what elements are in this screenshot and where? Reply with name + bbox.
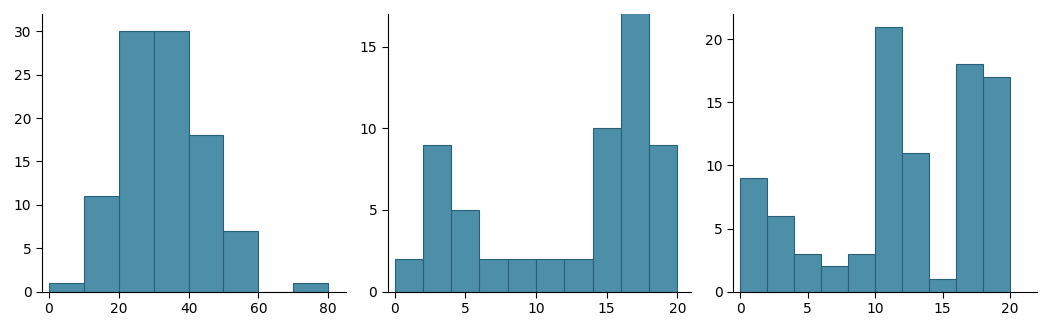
Bar	[423, 145, 451, 292]
Bar	[451, 210, 479, 292]
Bar	[821, 266, 848, 292]
Bar	[564, 259, 593, 292]
Bar	[153, 31, 188, 292]
Bar	[293, 283, 328, 292]
Bar	[983, 77, 1010, 292]
Bar	[650, 145, 677, 292]
Bar	[536, 259, 564, 292]
Bar	[479, 259, 508, 292]
Bar	[848, 254, 875, 292]
Bar	[119, 31, 153, 292]
Bar	[593, 128, 621, 292]
Bar	[188, 135, 224, 292]
Bar	[956, 64, 983, 292]
Bar	[875, 26, 902, 292]
Bar	[508, 259, 536, 292]
Bar	[395, 259, 423, 292]
Bar	[49, 283, 84, 292]
Bar	[767, 216, 795, 292]
Bar	[795, 254, 821, 292]
Bar	[902, 153, 929, 292]
Bar	[621, 0, 650, 292]
Bar	[224, 231, 259, 292]
Bar	[929, 279, 956, 292]
Bar	[740, 178, 767, 292]
Bar	[84, 196, 119, 292]
